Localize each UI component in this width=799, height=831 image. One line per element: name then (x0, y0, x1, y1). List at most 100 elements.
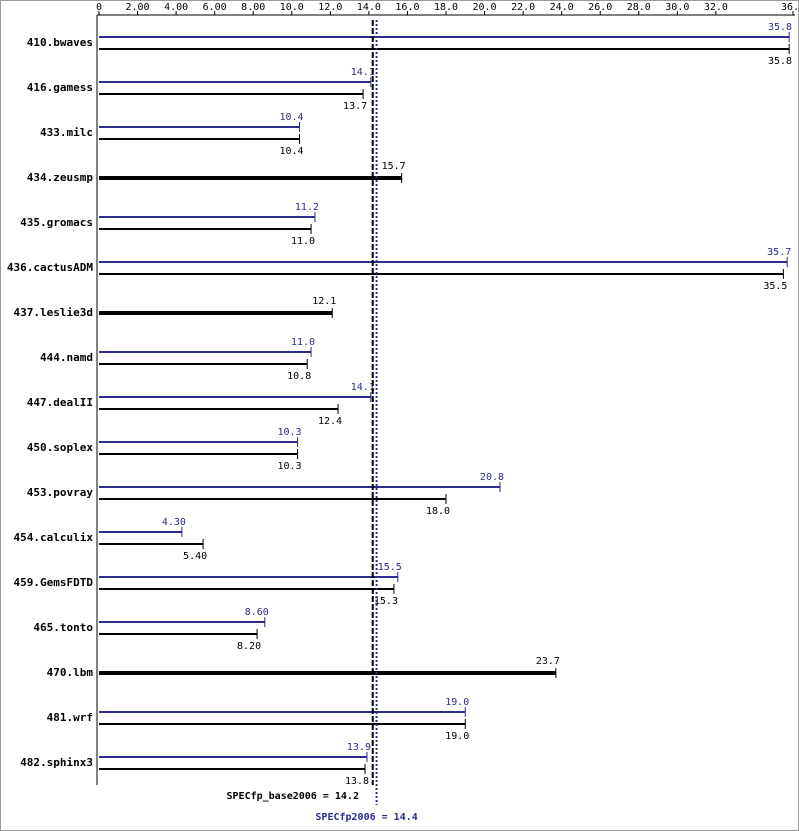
category-label: 453.povray (27, 486, 94, 499)
bar (99, 396, 371, 398)
bar (99, 498, 446, 500)
bar (99, 48, 790, 50)
value-label: 8.60 (245, 607, 269, 618)
value-label: 19.0 (445, 731, 469, 742)
bar (99, 408, 339, 410)
bar (99, 176, 402, 180)
value-label: 12.4 (318, 416, 342, 427)
value-label: 10.8 (287, 371, 311, 382)
reference-label: SPECfp_base2006 = 14.2 (227, 791, 359, 802)
bar (99, 273, 784, 275)
bar (99, 441, 298, 443)
category-label: 465.tonto (33, 621, 93, 634)
value-label: 15.3 (374, 596, 398, 607)
value-label: 14.1 (351, 382, 375, 393)
value-label: 14.1 (351, 67, 375, 78)
bar (99, 93, 364, 95)
value-label: 19.0 (445, 697, 469, 708)
x-tick-label: 22.0 (511, 2, 535, 13)
value-label: 8.20 (237, 641, 261, 652)
value-label: 20.8 (480, 472, 504, 483)
bar (99, 723, 466, 725)
category-label: 482.sphinx3 (20, 756, 93, 769)
bar (99, 756, 367, 758)
bar (99, 621, 265, 623)
x-tick-label: 32.0 (704, 2, 728, 13)
category-label: 437.leslie3d (14, 306, 93, 319)
value-label: 10.3 (278, 427, 302, 438)
value-label: 5.40 (183, 551, 207, 562)
x-tick-label: 14.0 (357, 2, 381, 13)
bar (99, 216, 315, 218)
x-tick-label: 36.0 (781, 2, 799, 13)
bar (99, 576, 398, 578)
bar (99, 261, 788, 263)
value-label: 23.7 (536, 656, 560, 667)
x-tick-label: 4.00 (164, 2, 188, 13)
value-label: 10.4 (279, 112, 303, 123)
x-tick-label: 0 (96, 2, 102, 13)
x-tick-label: 26.0 (588, 2, 612, 13)
value-label: 11.0 (291, 337, 315, 348)
bar (99, 36, 790, 38)
bar (99, 486, 500, 488)
value-label: 11.2 (295, 202, 319, 213)
value-label: 35.5 (763, 281, 787, 292)
category-label: 436.cactusADM (7, 261, 93, 274)
category-label: 434.zeusmp (27, 171, 94, 184)
bar (99, 81, 371, 83)
bar (99, 138, 300, 140)
x-tick-label: 6.00 (203, 2, 227, 13)
bar (99, 228, 312, 230)
x-tick-label: 20.0 (473, 2, 497, 13)
value-label: 35.8 (768, 22, 792, 33)
category-label: 433.milc (40, 126, 93, 139)
bar (99, 126, 300, 128)
value-label: 13.7 (343, 101, 367, 112)
value-label: 11.0 (291, 236, 315, 247)
value-label: 13.8 (345, 776, 369, 787)
value-label: 18.0 (426, 506, 450, 517)
reference-label: SPECfp2006 = 14.4 (315, 812, 417, 823)
x-tick-label: 16.0 (395, 2, 419, 13)
bar (99, 633, 258, 635)
category-label: 454.calculix (14, 531, 94, 544)
bar (99, 543, 204, 545)
value-label: 35.7 (767, 247, 791, 258)
value-label: 10.3 (278, 461, 302, 472)
value-label: 15.5 (378, 562, 402, 573)
category-label: 416.gamess (27, 81, 93, 94)
category-label: 481.wrf (47, 711, 93, 724)
x-tick-label: 2.00 (126, 2, 150, 13)
bar (99, 671, 556, 675)
category-label: 450.soplex (27, 441, 94, 454)
bar (99, 711, 466, 713)
bar (99, 363, 308, 365)
value-label: 12.1 (312, 296, 336, 307)
bar (99, 311, 333, 315)
category-label: 447.dealII (27, 396, 93, 409)
x-tick-label: 8.00 (241, 2, 265, 13)
bar (99, 351, 312, 353)
x-tick-label: 18.0 (434, 2, 458, 13)
value-label: 10.4 (279, 146, 303, 157)
x-tick-label: 10.0 (280, 2, 304, 13)
x-tick-label: 24.0 (550, 2, 574, 13)
bar (99, 453, 298, 455)
x-tick-label: 30.0 (665, 2, 689, 13)
value-label: 13.9 (347, 742, 371, 753)
value-label: 4.30 (162, 517, 186, 528)
bar (99, 768, 366, 770)
category-label: 459.GemsFDTD (14, 576, 94, 589)
category-label: 470.lbm (47, 666, 94, 679)
category-label: 435.gromacs (20, 216, 93, 229)
x-tick-label: 28.0 (627, 2, 651, 13)
x-tick-label: 12.0 (318, 2, 342, 13)
value-label: 15.7 (382, 161, 406, 172)
category-label: 410.bwaves (27, 36, 93, 49)
bar (99, 531, 182, 533)
value-label: 35.8 (768, 56, 792, 67)
bar (99, 588, 394, 590)
